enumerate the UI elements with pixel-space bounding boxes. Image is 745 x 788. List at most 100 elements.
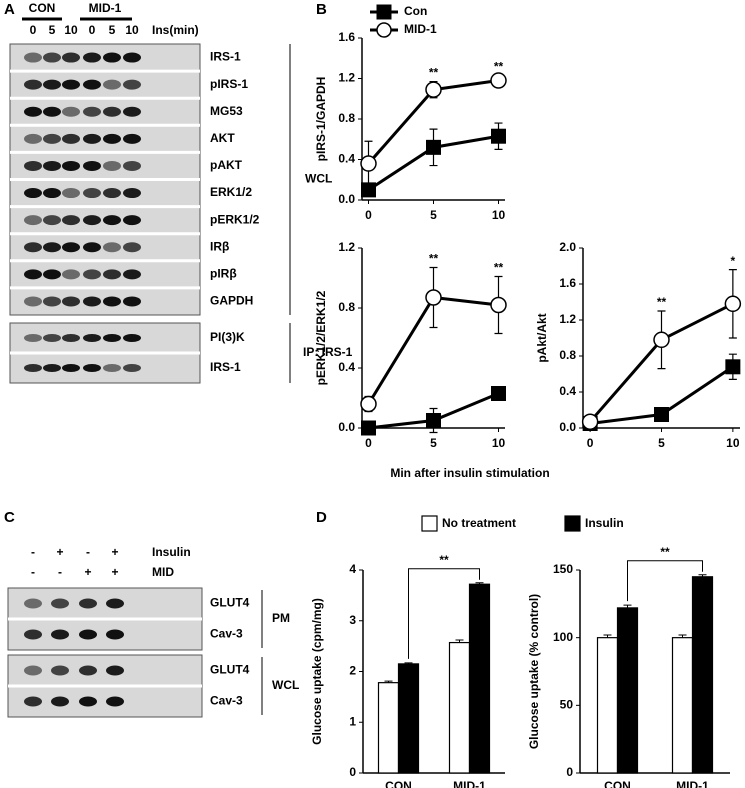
y-tick-label: 0.4: [338, 360, 355, 374]
band-label: pIRβ: [210, 267, 237, 281]
blot-band: [24, 160, 42, 171]
blot-band: [103, 334, 121, 342]
annotation: **: [429, 252, 439, 266]
error-bar: [404, 662, 413, 664]
x-tick-label: 10: [726, 436, 740, 450]
blot-band: [51, 629, 69, 640]
blot-band: [43, 215, 61, 226]
panel-label: B: [316, 1, 327, 18]
blot-band: [83, 106, 101, 117]
annotation: **: [494, 261, 504, 275]
blot-band: [62, 242, 80, 253]
treatment-sign: +: [56, 545, 63, 559]
blot-band: [51, 598, 69, 609]
blot-band: [123, 133, 141, 144]
y-tick-label: 150: [553, 562, 573, 576]
blot-band: [24, 598, 42, 609]
blot-band: [62, 215, 80, 226]
blot-band: [83, 52, 101, 63]
y-tick-label: 0: [566, 765, 573, 779]
annotation: **: [494, 60, 504, 74]
bracket-label: WCL: [305, 172, 332, 186]
blot-band: [43, 269, 61, 280]
treatment-sign: +: [111, 565, 118, 579]
blot-band: [51, 665, 69, 676]
error-bar: [455, 639, 464, 643]
lane-label: 10: [64, 23, 78, 37]
error-bar: [603, 634, 612, 638]
y-tick-label: 1.2: [338, 71, 355, 85]
blot-band: [79, 696, 97, 707]
y-axis-label: pAkt/Akt: [535, 313, 549, 362]
legend-label: Con: [404, 4, 427, 18]
blot-band: [83, 296, 101, 307]
blot-band: [79, 629, 97, 640]
blot-band: [123, 79, 141, 90]
panel-label: A: [4, 1, 15, 18]
band-label: AKT: [210, 131, 235, 145]
y-tick-label: 2.0: [559, 240, 576, 254]
blot-band: [62, 79, 80, 90]
band-label: pAKT: [210, 158, 243, 172]
y-tick-label: 1.6: [338, 30, 355, 44]
x-tick-label: 0: [365, 436, 372, 450]
blot-band: [123, 160, 141, 171]
lane-label: 0: [30, 23, 37, 37]
blot-band: [43, 106, 61, 117]
blot-band: [24, 269, 42, 280]
blot-band: [83, 364, 101, 372]
blot-band: [24, 106, 42, 117]
y-tick-label: 0.0: [338, 192, 355, 206]
bar: [596, 637, 619, 774]
significance-bracket: [627, 560, 703, 602]
y-tick-label: 2: [349, 664, 356, 678]
blot-band: [123, 334, 141, 342]
blot-band: [24, 665, 42, 676]
x-tick-label: 5: [430, 436, 437, 450]
bracket-label: PM: [272, 611, 290, 625]
blot-band: [24, 334, 42, 342]
marker: [654, 407, 669, 422]
marker: [490, 72, 507, 89]
y-tick-label: 0.4: [338, 152, 355, 166]
blot-band: [43, 133, 61, 144]
bar: [448, 641, 471, 774]
blot-band: [103, 364, 121, 372]
band-label: Cav-3: [210, 694, 243, 708]
blot-band: [83, 133, 101, 144]
band-label: pERK1/2: [210, 212, 260, 226]
time-label: Ins(min): [152, 23, 199, 37]
marker: [425, 289, 442, 306]
panel-label: C: [4, 509, 15, 526]
blot-band: [24, 364, 42, 372]
blot-band: [123, 106, 141, 117]
marker: [581, 413, 599, 430]
x-tick-label: MID-1: [453, 779, 486, 788]
x-tick-label: CON: [385, 779, 412, 788]
band-label: GAPDH: [210, 294, 253, 308]
blot-band: [51, 696, 69, 707]
significance-bracket: [408, 568, 480, 659]
treatment-label: MID: [152, 565, 174, 579]
marker: [725, 359, 741, 375]
y-tick-label: 4: [349, 562, 356, 576]
blot-band: [24, 696, 42, 707]
blot-band: [62, 106, 80, 117]
x-tick-label: 10: [492, 436, 506, 450]
annotation: **: [429, 66, 439, 80]
blot-band: [43, 79, 61, 90]
x-tick-label: CON: [604, 779, 631, 788]
blot-band: [106, 665, 124, 676]
annotation: *: [731, 254, 736, 268]
bracket-label: WCL: [272, 678, 299, 692]
blot-band: [123, 188, 141, 199]
blot-band: [103, 188, 121, 199]
blot-band: [123, 364, 141, 372]
blot-band: [43, 160, 61, 171]
lane-label: 5: [49, 23, 56, 37]
y-tick-label: 1.2: [338, 240, 355, 254]
bar: [377, 682, 400, 774]
blot-band: [43, 188, 61, 199]
treatment-sign: -: [31, 545, 35, 559]
